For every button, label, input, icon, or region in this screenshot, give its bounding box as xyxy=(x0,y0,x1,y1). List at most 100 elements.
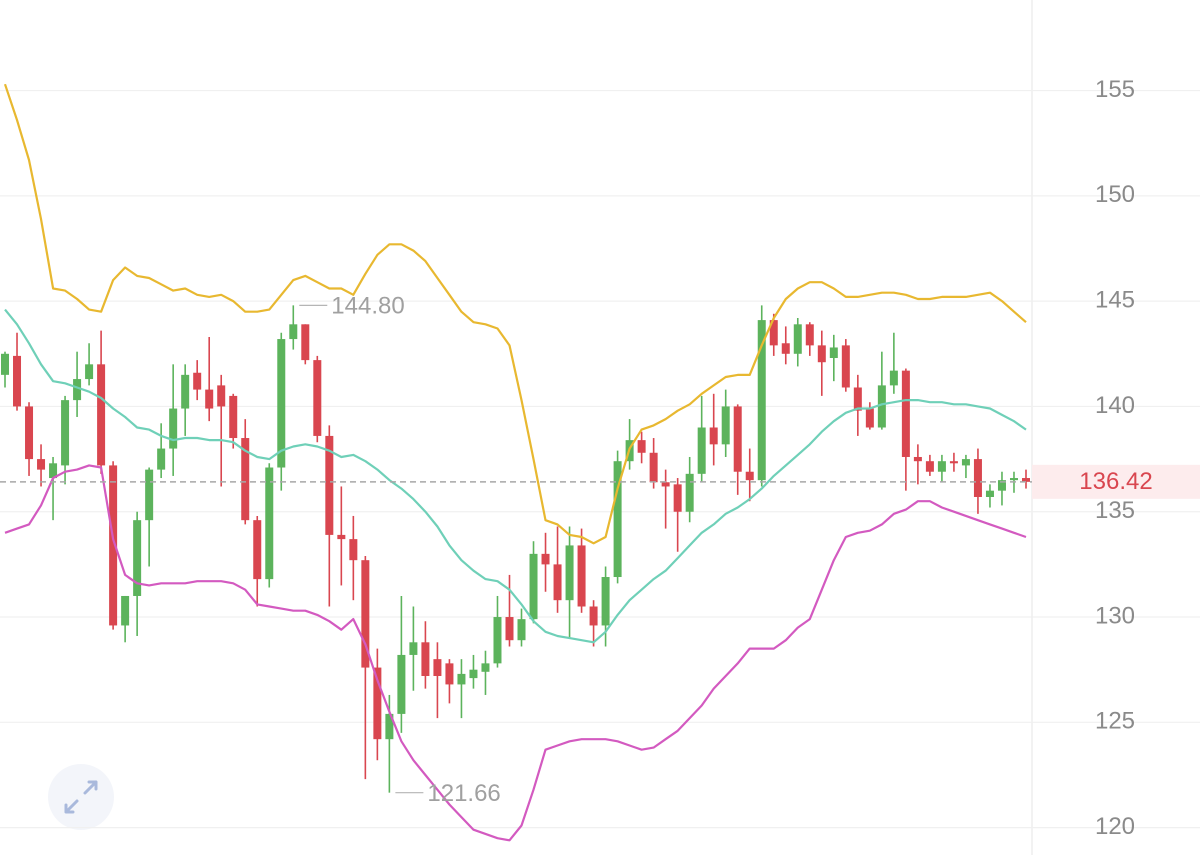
candle-body xyxy=(49,463,58,479)
candle-body xyxy=(877,385,886,428)
candle-body xyxy=(493,617,502,664)
candle-body xyxy=(673,484,682,512)
candle-body xyxy=(697,427,706,474)
candle-body xyxy=(505,617,514,641)
band-line xyxy=(3,83,1027,545)
candle-body xyxy=(325,435,334,535)
candle-body xyxy=(205,389,214,409)
candle-body xyxy=(553,564,562,601)
candle-body xyxy=(589,606,598,626)
candle-body xyxy=(241,438,250,521)
candle-body xyxy=(457,673,466,685)
candle-body xyxy=(757,320,766,481)
candle-body xyxy=(973,459,982,497)
candle-body xyxy=(925,461,934,472)
candle-body xyxy=(517,619,526,641)
y-tick-label: 150 xyxy=(1095,181,1135,208)
candle-body xyxy=(217,385,226,407)
candle-body xyxy=(997,480,1006,491)
candle-body xyxy=(637,440,646,453)
candle-body xyxy=(25,406,34,460)
candle-body xyxy=(373,667,382,740)
candle-body xyxy=(889,370,898,386)
min-label: 121.66 xyxy=(427,780,500,807)
candle-body xyxy=(97,364,106,466)
candle-body xyxy=(649,452,658,483)
candle-body xyxy=(841,345,850,388)
candle-body xyxy=(985,490,994,497)
candle-body xyxy=(397,654,406,714)
candle-body xyxy=(37,459,46,470)
candle-body xyxy=(781,343,790,354)
candle-body xyxy=(613,461,622,578)
candle-body xyxy=(121,595,130,626)
band-line xyxy=(4,464,1027,842)
candle-body xyxy=(829,347,838,359)
y-tick-label: 130 xyxy=(1095,602,1135,629)
candle-body xyxy=(541,553,550,565)
candle-body xyxy=(745,471,754,481)
candle-body xyxy=(433,659,442,676)
candle-body xyxy=(793,324,802,354)
candle-body xyxy=(961,459,970,466)
candle-body xyxy=(1009,478,1018,481)
candle-body xyxy=(253,520,262,580)
candle-body xyxy=(361,560,370,668)
expand-icon[interactable] xyxy=(64,780,98,814)
candle-body xyxy=(937,461,946,472)
candle-body xyxy=(133,520,142,596)
candle-body xyxy=(661,482,670,487)
candle-body xyxy=(145,469,154,521)
candle-body xyxy=(469,669,478,679)
y-tick-label: 120 xyxy=(1095,813,1135,840)
candles xyxy=(1,305,1030,793)
candle-body xyxy=(1,353,10,375)
candle-body xyxy=(565,545,574,601)
expand-button-bg[interactable] xyxy=(48,764,114,830)
candle-body xyxy=(709,427,718,445)
candle-body xyxy=(277,339,286,468)
candle-body xyxy=(181,374,190,409)
y-tick-label: 140 xyxy=(1095,392,1135,419)
candle-body xyxy=(733,406,742,472)
band-line xyxy=(4,308,1027,644)
candle-body xyxy=(721,406,730,445)
candle-body xyxy=(805,324,814,346)
candle-body xyxy=(229,395,238,439)
candle-body xyxy=(85,364,94,380)
candle-body xyxy=(445,663,454,685)
candle-body xyxy=(421,642,430,676)
candle-body xyxy=(73,379,82,401)
candle-body xyxy=(265,467,274,580)
last-price-label: 136.42 xyxy=(1079,468,1152,495)
candle-body xyxy=(481,663,490,672)
candle-body xyxy=(61,400,70,466)
candle-body xyxy=(109,465,118,626)
candle-body xyxy=(157,448,166,470)
candle-body xyxy=(13,355,22,407)
candle-body xyxy=(385,713,394,740)
candle-body xyxy=(817,345,826,363)
grid xyxy=(0,89,1200,829)
y-tick-label: 145 xyxy=(1095,286,1135,313)
candle-body xyxy=(193,372,202,390)
candle-body xyxy=(685,473,694,512)
candle-body xyxy=(577,545,586,607)
candle-body xyxy=(949,461,958,464)
y-tick-label: 135 xyxy=(1095,497,1135,524)
y-tick-label: 155 xyxy=(1095,76,1135,103)
candle-body xyxy=(769,320,778,346)
expand-button[interactable] xyxy=(48,764,114,830)
candle-body xyxy=(601,577,610,626)
candle-body xyxy=(349,539,358,561)
candle-body xyxy=(913,456,922,462)
y-tick-label: 125 xyxy=(1095,708,1135,735)
max-label: 144.80 xyxy=(331,293,404,320)
candle-body xyxy=(409,642,418,655)
candle-body xyxy=(301,324,310,361)
candle-body xyxy=(853,387,862,411)
last-price-box xyxy=(1032,464,1200,499)
candle-body xyxy=(289,324,298,340)
